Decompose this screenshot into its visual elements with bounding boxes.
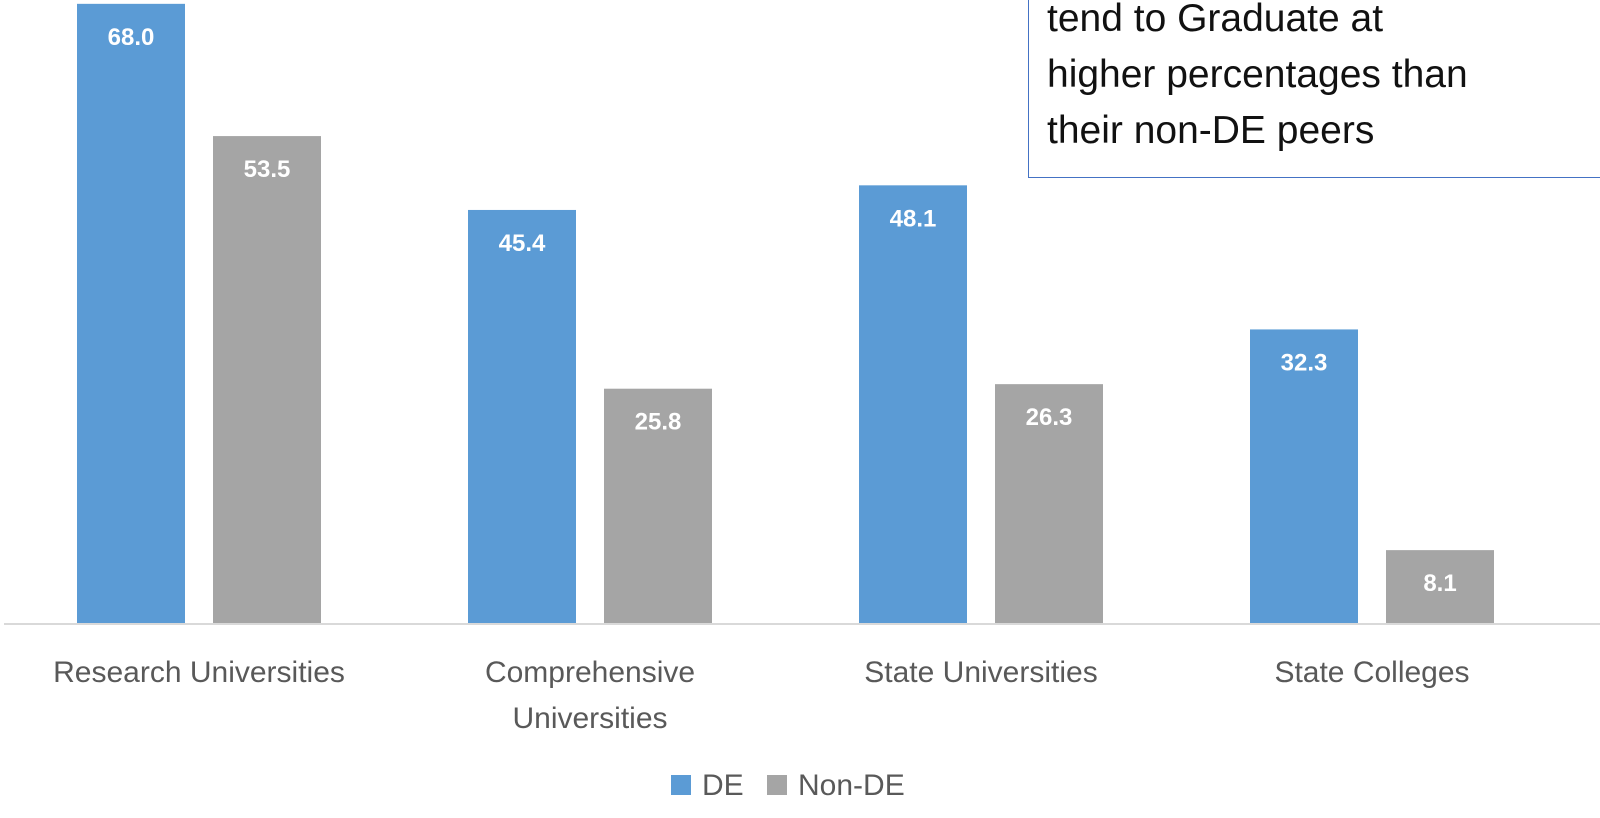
data-label: 8.1 — [1423, 570, 1456, 597]
data-label: 25.8 — [635, 409, 682, 436]
bar-non-de — [213, 136, 321, 624]
category-label: Comprehensive — [485, 656, 695, 689]
category-label: State Universities — [864, 656, 1097, 689]
bars-group: 68.0 45.4 48.1 32.3 53.5 25.8 26.3 8.1 — [77, 3, 1494, 624]
bar-non-de — [1386, 550, 1494, 624]
data-label: 53.5 — [244, 156, 291, 183]
bar-de — [77, 3, 185, 624]
legend-swatch-de — [671, 775, 691, 795]
category-label: Research Universities — [53, 656, 345, 689]
legend-swatch-non-de — [767, 775, 787, 795]
bar-de — [1250, 329, 1358, 624]
legend-label: DE — [702, 769, 744, 802]
data-label: 48.1 — [890, 205, 937, 232]
category-label: State Colleges — [1274, 656, 1469, 689]
annotation-text: tend to Graduate at higher percentages t… — [1047, 0, 1468, 159]
data-label: 32.3 — [1281, 349, 1328, 376]
annotation-line: their non-DE peers — [1047, 109, 1375, 152]
data-label: 26.3 — [1026, 404, 1073, 431]
legend: DE Non-DE — [671, 769, 905, 802]
bar-non-de — [604, 388, 712, 624]
bar-de — [859, 185, 967, 624]
bar-non-de — [995, 384, 1103, 624]
annotation-line: tend to Graduate at — [1047, 0, 1384, 40]
data-label: 45.4 — [499, 230, 546, 257]
legend-label: Non-DE — [798, 769, 905, 802]
category-labels: Research Universities Comprehensive Univer… — [53, 656, 1469, 735]
bar-de — [468, 209, 576, 624]
annotation-line: higher percentages than — [1047, 53, 1468, 96]
annotation-callout: tend to Graduate at higher percentages t… — [1028, 0, 1600, 178]
category-label: Universities — [512, 702, 667, 735]
data-label: 68.0 — [108, 24, 155, 51]
